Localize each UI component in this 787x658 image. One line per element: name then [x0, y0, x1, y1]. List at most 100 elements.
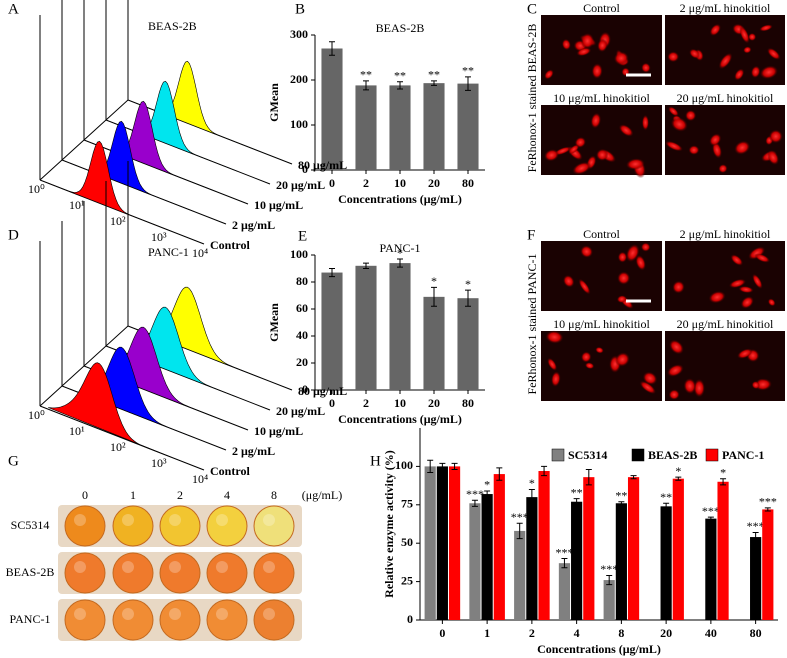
histogram-peak	[48, 362, 172, 458]
error-bar	[752, 531, 759, 543]
x-tick-label: 10⁰	[28, 182, 45, 196]
y-tick-label: 200	[290, 72, 308, 86]
well	[159, 552, 201, 594]
unit-label: (μg/mL)	[302, 488, 342, 502]
layer-label: Control	[210, 238, 250, 252]
well	[253, 599, 295, 641]
y-tick-label: 100	[290, 117, 308, 131]
cell	[734, 68, 745, 81]
layer-label: 20 μg/mL	[276, 178, 325, 192]
error-bar	[561, 558, 568, 569]
significance-label: ***	[747, 519, 765, 533]
significance-label: **	[394, 69, 406, 83]
error-bar	[630, 475, 637, 480]
image-caption: 10 μg/mL hinokitiol	[553, 91, 650, 105]
image-caption: 2 μg/mL hinokitiol	[680, 227, 771, 241]
bar	[457, 298, 479, 390]
y-tick-label: 20	[296, 355, 308, 369]
cell	[748, 32, 757, 41]
cell	[641, 62, 651, 73]
cell	[693, 378, 705, 398]
y-axis-label: GMean	[267, 303, 281, 342]
bar	[389, 85, 411, 170]
cell	[688, 145, 700, 155]
x-tick-label: 20	[660, 626, 672, 640]
cell	[580, 245, 593, 258]
micrograph	[541, 331, 662, 401]
x-axis-label: Concentrations (μg/mL)	[338, 192, 462, 206]
well-glare	[74, 608, 86, 620]
x-tick-label: 10²	[110, 214, 126, 228]
cell	[768, 129, 783, 144]
x-tick-label: 2	[363, 176, 369, 190]
cell	[639, 380, 656, 395]
cell	[618, 124, 634, 137]
error-bar	[618, 501, 625, 506]
bar	[389, 263, 411, 390]
significance-label: *	[484, 478, 490, 492]
legend-label: PANC-1	[722, 448, 764, 462]
error-bar	[585, 468, 592, 486]
x-tick-label: 10¹	[69, 424, 85, 438]
bar	[672, 478, 684, 620]
cell	[738, 286, 754, 294]
cell	[578, 278, 591, 295]
legend-swatch	[631, 448, 645, 462]
significance-label: **	[660, 490, 672, 504]
y-tick-label: 50	[401, 535, 413, 549]
bar	[526, 497, 538, 620]
cell	[718, 52, 733, 70]
significance-label: ***	[600, 562, 618, 576]
cell	[759, 65, 779, 80]
layer-label: 80 μg/mL	[298, 384, 347, 398]
x-tick-label: 20	[428, 396, 440, 410]
well	[64, 552, 106, 594]
x-tick-label: 20	[428, 176, 440, 190]
error-bar	[541, 465, 548, 477]
cell	[668, 389, 680, 400]
y-tick-label: 80	[296, 274, 308, 288]
x-tick-label: 2	[529, 626, 535, 640]
significance-label: *	[529, 476, 535, 490]
layer-label: 20 μg/mL	[276, 404, 325, 418]
layer-label: 10 μg/mL	[254, 198, 303, 212]
error-bar	[465, 289, 471, 307]
flow-title: PANC-1	[148, 245, 189, 259]
cell	[544, 69, 554, 80]
error-bar	[573, 498, 580, 506]
bar	[481, 494, 493, 620]
x-tick-label: 2	[363, 396, 369, 410]
well	[112, 599, 154, 641]
well	[112, 552, 154, 594]
cell	[667, 364, 684, 377]
cell	[580, 32, 595, 49]
panel-letter: E	[298, 228, 307, 244]
well	[253, 552, 295, 594]
bar	[355, 85, 377, 170]
column-label: 4	[224, 488, 230, 502]
cell	[561, 38, 571, 51]
x-tick-label: 80	[750, 626, 762, 640]
column-label: 2	[177, 488, 183, 502]
x-tick-label: 10	[394, 396, 406, 410]
cell	[562, 274, 575, 288]
bar	[469, 503, 481, 620]
side-label: FeRhonox-1 stained PANC-1	[525, 254, 539, 395]
cell	[748, 246, 766, 260]
well-glare	[216, 608, 228, 620]
cell	[669, 339, 684, 355]
y-tick-label: 100	[290, 247, 308, 261]
layer-label: 2 μg/mL	[232, 218, 275, 232]
cell	[737, 348, 753, 359]
significance-label: *	[465, 277, 471, 291]
well-glare	[74, 561, 86, 573]
cell	[641, 114, 649, 131]
bar	[660, 506, 672, 620]
bar	[493, 474, 505, 620]
chart-title: PANC-1	[380, 241, 421, 255]
significance-label: ***	[555, 545, 573, 559]
cell	[551, 371, 561, 387]
cell	[617, 271, 631, 285]
error-bar	[329, 41, 335, 56]
